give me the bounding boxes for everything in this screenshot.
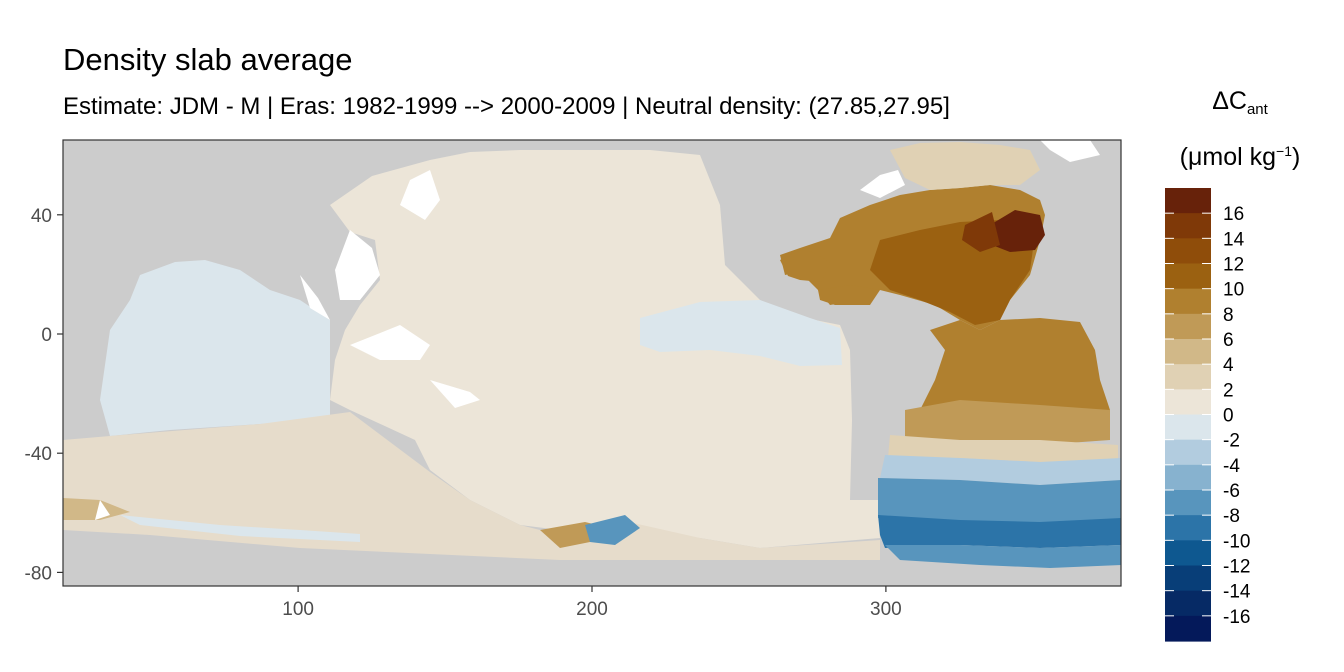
caribbean [818,285,880,305]
southern-atlantic-deep-blue [878,515,1121,548]
gulf-of-mexico [780,248,830,282]
missing-data-cells [95,140,1100,520]
legend-unit-superscript: −1 [1276,143,1292,159]
legend-label: -14 [1223,582,1251,603]
labrador-surround [962,212,1000,252]
legend-label: -4 [1223,456,1240,477]
legend-swatch [1165,288,1211,315]
legend-swatch [1165,490,1211,516]
legend-label: 2 [1223,380,1234,401]
legend-colorbar: 16 14 12 10 8 6 4 2 0 -2 -4 -6 -8 -10 -12 -14 -16 [1165,188,1251,642]
legend-swatch [1165,263,1211,290]
legend-title-subscript: ant [1246,101,1268,118]
y-tick-label: -80 [25,563,52,584]
legend-swatch [1165,540,1211,567]
legend-label: 16 [1223,204,1244,225]
legend-swatch [1165,339,1211,365]
x-axis: 100 200 300 [282,586,902,620]
equatorial-east-pacific [640,300,842,366]
south-atlantic-mid [905,400,1110,445]
legend-swatch [1165,515,1211,541]
plot-title: Density slab average [63,42,353,77]
legend-swatch [1165,389,1211,416]
ocean-fields [63,142,1121,568]
legend-title: ΔCant [1160,86,1320,125]
legend-label: 14 [1223,229,1245,250]
pacific-ocean [330,150,880,548]
map-panel [63,140,1121,586]
weddell-brown-west [63,498,130,520]
legend-label: 12 [1223,255,1244,276]
labrador-hotspot [990,210,1045,252]
legend-swatch [1165,615,1211,642]
legend-label: -8 [1223,506,1240,527]
southern-atlantic-light [880,455,1121,485]
legend-label: -10 [1223,531,1250,552]
southern-atlantic-mid-blue [878,478,1121,525]
legend-label: -2 [1223,431,1240,452]
southern-ocean-pacific-indian [63,412,880,560]
x-tick-label: 300 [870,599,902,620]
legend-swatch [1165,414,1211,441]
y-tick-label: -40 [25,444,52,465]
legend-label: 4 [1223,355,1234,376]
legend-swatch [1165,238,1211,265]
legend-title-symbol: ΔC [1212,87,1247,115]
legend-label: 10 [1223,280,1244,301]
legend-swatch [1165,565,1211,592]
legend-swatch [1165,188,1211,214]
legend-label: -16 [1223,607,1250,628]
legend-swatch [1165,213,1211,239]
x-tick-label: 200 [576,599,608,620]
legend-label: 6 [1223,330,1234,351]
indian-ocean [100,260,330,436]
legend-unit-open: (μmol kg [1179,143,1277,171]
ross-sea-blue [585,515,640,545]
x-tick-label: 100 [282,599,314,620]
south-atlantic-transition [888,435,1118,462]
legend-unit: (μmol kg−1) [1160,136,1320,172]
legend-label: -6 [1223,481,1240,502]
weddell-sea [885,545,1121,568]
plot-subtitle: Estimate: JDM - M | Eras: 1982-1999 --> … [63,93,950,120]
legend-unit-close: ) [1292,143,1301,171]
legend-label: -12 [1223,557,1250,578]
legend-swatch [1165,439,1211,466]
legend-swatch [1165,364,1211,390]
nordic-seas [890,142,1040,190]
legend-swatch [1165,464,1211,491]
y-tick-label: 0 [41,325,52,346]
legend-label: 0 [1223,406,1234,427]
legend-label: 8 [1223,305,1234,326]
southern-ocean-blue-streak [120,515,360,542]
y-tick-label: 40 [31,206,52,227]
legend-swatch [1165,590,1211,617]
y-axis: 40 0 -40 -80 [25,206,63,584]
legend-swatch [1165,313,1211,340]
